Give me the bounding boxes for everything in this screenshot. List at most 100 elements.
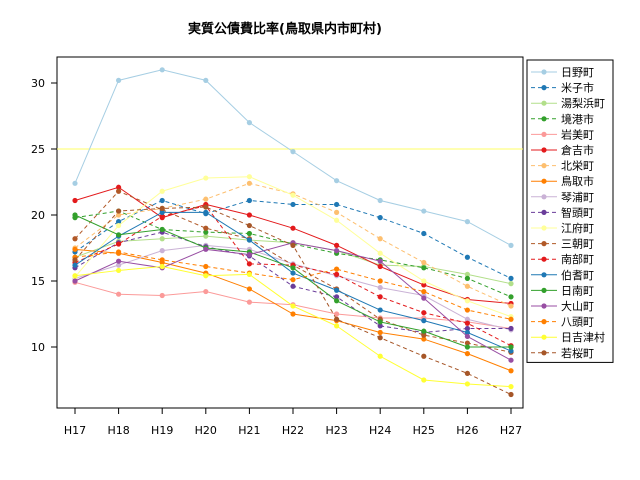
data-point (377, 285, 383, 291)
data-point (464, 283, 470, 289)
data-point (377, 215, 383, 221)
data-point (464, 307, 470, 313)
data-point (159, 236, 165, 242)
data-point (421, 336, 427, 342)
legend-swatch-point (541, 131, 547, 137)
data-point (377, 278, 383, 284)
legend-label: 鳥取市 (561, 174, 594, 188)
data-point (508, 294, 514, 300)
data-point (334, 248, 340, 254)
x-tick-label: H24 (369, 424, 391, 437)
series-10 (72, 174, 514, 320)
data-point (159, 292, 165, 299)
data-point (72, 278, 78, 284)
data-point (290, 283, 296, 289)
legend-label: 江府町 (561, 221, 594, 235)
legend-label: 北栄町 (561, 159, 594, 173)
data-point (159, 67, 165, 73)
data-point (508, 357, 514, 363)
legend-label: 日南町 (561, 284, 594, 297)
data-point (203, 288, 209, 295)
data-point (203, 225, 209, 231)
data-point (203, 229, 209, 235)
legend-label: 境港市 (561, 112, 594, 126)
series-line (74, 210, 512, 298)
data-point (116, 208, 122, 214)
legend-swatch-point (541, 287, 547, 293)
legend-swatch-point (541, 209, 547, 215)
data-point (508, 344, 514, 350)
data-point (464, 320, 470, 326)
legend-swatch-point (541, 178, 547, 184)
data-point (72, 236, 78, 242)
data-point (72, 246, 78, 252)
data-point (246, 271, 252, 277)
legend-swatch-point (541, 85, 547, 91)
legend-swatch-point (541, 350, 547, 356)
legend-label: 岩美町 (561, 127, 594, 141)
data-point (508, 242, 514, 248)
data-point (72, 262, 78, 268)
data-point (464, 344, 470, 350)
data-point (72, 180, 78, 186)
data-point (377, 250, 383, 256)
legend-swatch-point (541, 100, 547, 106)
data-point (203, 196, 209, 202)
chart-title: 実質公債費比率(鳥取県内市町村) (188, 21, 382, 37)
data-point (464, 381, 470, 387)
data-point (246, 174, 252, 180)
data-point (116, 249, 122, 255)
legend-label: 大山町 (561, 299, 594, 313)
data-point (290, 265, 296, 271)
data-point (290, 225, 296, 231)
data-point (203, 233, 209, 239)
data-point (334, 323, 340, 329)
legend-label: 南部町 (561, 252, 594, 266)
data-point (421, 288, 427, 295)
data-point (116, 267, 122, 274)
data-point (116, 258, 122, 264)
data-point (508, 368, 514, 374)
data-point (421, 208, 427, 214)
series-line (74, 242, 512, 361)
data-point (203, 273, 209, 279)
data-point (377, 197, 383, 204)
data-point (464, 298, 470, 304)
data-point (246, 120, 252, 126)
x-axis-ticks: H17 H18 H19 H20 H21 H22 H23 H24 H25 H26 H27 (64, 408, 522, 437)
data-point (421, 318, 427, 324)
x-tick-label: H23 (325, 424, 347, 437)
data-point (203, 246, 209, 252)
data-point (334, 287, 340, 293)
data-point (421, 377, 427, 383)
data-point (203, 175, 209, 181)
x-tick-label: H21 (238, 424, 260, 437)
data-point (334, 311, 340, 317)
x-tick-label: H17 (64, 424, 86, 437)
legend-swatch-point (541, 334, 547, 340)
data-point (464, 329, 470, 336)
series-line (74, 69, 512, 246)
data-point (159, 209, 165, 215)
data-point (159, 248, 165, 254)
data-point (377, 258, 383, 264)
legend-swatch-point (541, 319, 547, 325)
data-point (421, 353, 427, 359)
data-point (246, 222, 252, 229)
legend-swatch-point (541, 69, 547, 75)
data-point (290, 277, 296, 283)
data-point (334, 201, 340, 208)
data-point (246, 212, 252, 218)
data-point (116, 219, 122, 225)
data-point (464, 333, 470, 340)
data-point (508, 384, 514, 390)
data-point (290, 303, 296, 309)
data-point (377, 263, 383, 270)
legend-label: 八頭町 (561, 316, 594, 329)
data-point (290, 270, 296, 276)
data-point (334, 209, 340, 215)
data-point (377, 236, 383, 242)
data-point (421, 282, 427, 288)
legend: 日野町米子市湯梨浜町境港市岩美町倉吉市北栄町鳥取市琴浦町智頭町江府町三朝町南部町… (526, 59, 614, 363)
legend-label: 伯耆町 (561, 268, 594, 282)
